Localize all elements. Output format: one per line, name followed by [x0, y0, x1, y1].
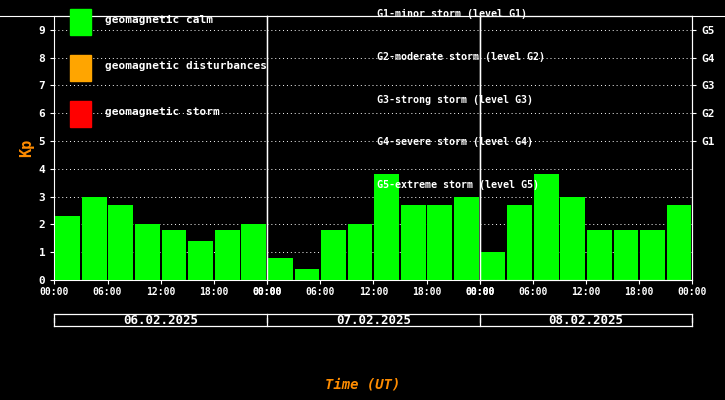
Bar — [507, 205, 532, 280]
Bar — [268, 258, 293, 280]
Bar — [481, 252, 505, 280]
Bar — [534, 174, 558, 280]
Bar — [55, 216, 80, 280]
Bar — [82, 197, 107, 280]
Bar — [640, 230, 665, 280]
Bar — [560, 197, 585, 280]
Bar — [667, 205, 692, 280]
Bar — [428, 205, 452, 280]
Text: G3-strong storm (level G3): G3-strong storm (level G3) — [377, 95, 533, 105]
Text: 06.02.2025: 06.02.2025 — [123, 314, 198, 326]
Y-axis label: Kp: Kp — [20, 139, 34, 157]
Bar — [162, 230, 186, 280]
Text: geomagnetic calm: geomagnetic calm — [105, 15, 213, 25]
Bar — [401, 205, 426, 280]
Text: G4-severe storm (level G4): G4-severe storm (level G4) — [377, 138, 533, 148]
Bar — [188, 241, 213, 280]
Text: geomagnetic storm: geomagnetic storm — [105, 107, 220, 117]
Bar — [613, 230, 638, 280]
Text: G1-minor storm (level G1): G1-minor storm (level G1) — [377, 9, 527, 19]
Bar — [374, 174, 399, 280]
Bar — [454, 197, 479, 280]
Bar — [587, 230, 612, 280]
Bar — [294, 269, 319, 280]
Bar — [109, 205, 133, 280]
Text: 07.02.2025: 07.02.2025 — [336, 314, 411, 326]
Text: G5-extreme storm (level G5): G5-extreme storm (level G5) — [377, 180, 539, 190]
Text: geomagnetic disturbances: geomagnetic disturbances — [105, 61, 267, 71]
Bar — [321, 230, 346, 280]
Bar — [241, 224, 266, 280]
Text: Time (UT): Time (UT) — [325, 377, 400, 391]
Text: G2-moderate storm (level G2): G2-moderate storm (level G2) — [377, 52, 545, 62]
Bar — [348, 224, 373, 280]
Bar — [215, 230, 239, 280]
Text: 08.02.2025: 08.02.2025 — [549, 314, 624, 326]
Bar — [135, 224, 160, 280]
